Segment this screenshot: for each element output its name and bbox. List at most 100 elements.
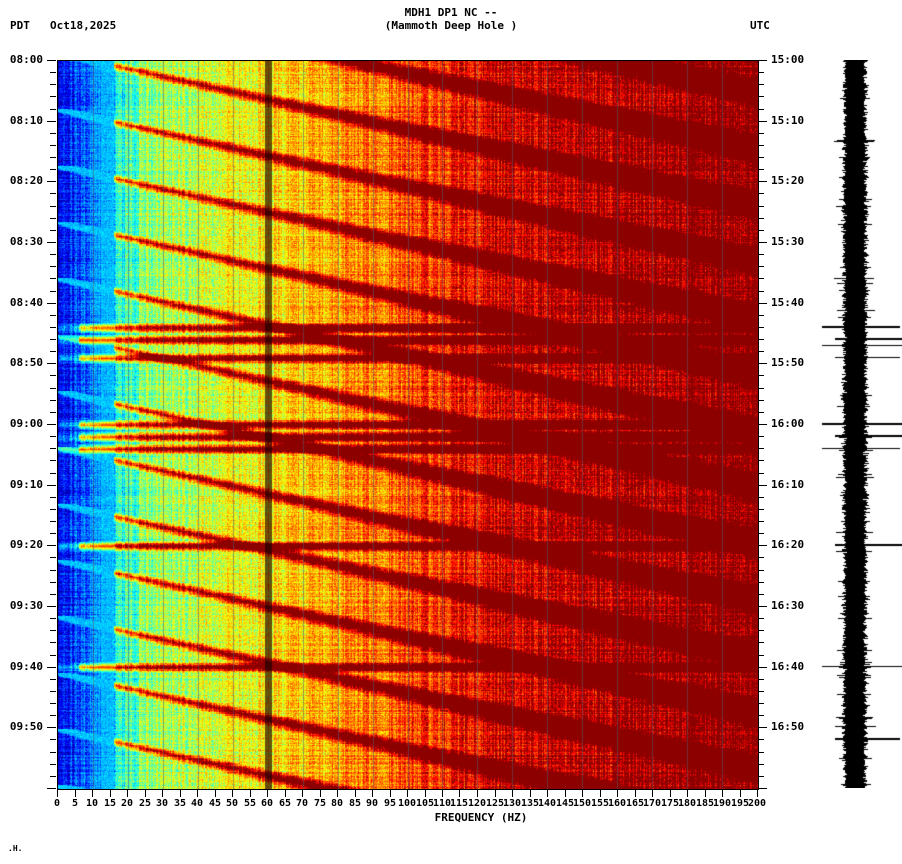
time-tick-minor (50, 764, 56, 765)
frequency-tick (285, 790, 286, 797)
time-tick-minor (758, 412, 764, 413)
frequency-tick (442, 790, 443, 797)
station-name-title: (Mammoth Deep Hole ) (384, 19, 518, 32)
time-tick-minor (50, 497, 56, 498)
time-tick-minor (50, 509, 56, 510)
time-tick-minor (50, 594, 56, 595)
left-time-label: 08:30 (9, 235, 43, 248)
time-tick-major (47, 181, 56, 182)
right-time-label: 15:00 (771, 53, 805, 66)
time-tick-minor (758, 570, 764, 571)
right-time-label: 15:20 (771, 174, 805, 187)
time-tick-major (758, 606, 767, 607)
frequency-tick (57, 790, 58, 797)
frequency-tick (477, 790, 478, 797)
spectrogram-plot-area[interactable] (57, 60, 759, 790)
time-tick-minor (758, 533, 764, 534)
frequency-label: 125 (485, 798, 505, 809)
frequency-tick (232, 790, 233, 797)
time-tick-minor (758, 400, 764, 401)
time-tick-minor (758, 339, 764, 340)
frequency-tick (722, 790, 723, 797)
frequency-label: 0 (53, 798, 61, 809)
time-tick-minor (758, 157, 764, 158)
time-tick-minor (758, 230, 764, 231)
frequency-tick (512, 790, 513, 797)
time-tick-minor (758, 618, 764, 619)
seismogram-strip[interactable] (820, 60, 902, 788)
frequency-label: 195 (730, 798, 750, 809)
time-tick-minor (50, 691, 56, 692)
time-tick-major (758, 485, 767, 486)
time-tick-minor (758, 315, 764, 316)
frequency-label: 15 (103, 798, 117, 809)
time-tick-minor (758, 521, 764, 522)
time-tick-major (758, 242, 767, 243)
frequency-label: 60 (260, 798, 274, 809)
right-time-label: 16:50 (771, 720, 805, 733)
time-tick-minor (758, 715, 764, 716)
frequency-label: 65 (278, 798, 292, 809)
time-tick-minor (758, 497, 764, 498)
frequency-label: 35 (173, 798, 187, 809)
frequency-label: 120 (467, 798, 487, 809)
frequency-tick (197, 790, 198, 797)
frequency-tick (320, 790, 321, 797)
frequency-tick (75, 790, 76, 797)
time-tick-minor (50, 375, 56, 376)
frequency-tick (617, 790, 618, 797)
time-tick-minor (758, 327, 764, 328)
frequency-tick (110, 790, 111, 797)
spectrogram-canvas[interactable] (58, 61, 758, 789)
time-tick-minor (50, 521, 56, 522)
frequency-label: 155 (590, 798, 610, 809)
time-tick-minor (50, 327, 56, 328)
time-tick-minor (758, 206, 764, 207)
time-tick-minor (758, 594, 764, 595)
left-time-label: 08:10 (9, 114, 43, 127)
time-tick-minor (50, 218, 56, 219)
frequency-label: 45 (208, 798, 222, 809)
time-tick-minor (758, 218, 764, 219)
time-tick-minor (50, 84, 56, 85)
frequency-label: 50 (225, 798, 239, 809)
frequency-axis-title: FREQUENCY (HZ) (434, 811, 528, 824)
local-timezone-label: PDT (10, 19, 30, 32)
frequency-tick (705, 790, 706, 797)
seismogram-canvas[interactable] (820, 60, 902, 788)
frequency-label: 75 (313, 798, 327, 809)
time-tick-major (47, 303, 56, 304)
time-tick-minor (50, 145, 56, 146)
frequency-tick (127, 790, 128, 797)
time-tick-minor (758, 557, 764, 558)
frequency-label: 115 (449, 798, 469, 809)
frequency-label: 10 (85, 798, 99, 809)
time-tick-minor (758, 145, 764, 146)
time-tick-major (47, 485, 56, 486)
frequency-label: 160 (607, 798, 627, 809)
time-tick-minor (758, 388, 764, 389)
time-tick-minor (50, 291, 56, 292)
frequency-tick (390, 790, 391, 797)
frequency-label: 130 (502, 798, 522, 809)
frequency-tick (162, 790, 163, 797)
frequency-tick (372, 790, 373, 797)
time-tick-minor (758, 460, 764, 461)
frequency-tick (267, 790, 268, 797)
time-tick-major (758, 667, 767, 668)
left-time-label: 09:00 (9, 417, 43, 430)
frequency-tick (355, 790, 356, 797)
time-tick-major (47, 667, 56, 668)
frequency-tick (600, 790, 601, 797)
time-tick-major (758, 545, 767, 546)
frequency-tick (687, 790, 688, 797)
time-tick-major (47, 242, 56, 243)
time-tick-minor (50, 109, 56, 110)
left-time-label: 09:40 (9, 660, 43, 673)
time-tick-minor (758, 642, 764, 643)
corner-mark: .H. (8, 844, 23, 853)
time-tick-minor (758, 291, 764, 292)
left-time-label: 09:30 (9, 599, 43, 612)
time-tick-minor (50, 339, 56, 340)
frequency-label: 135 (520, 798, 540, 809)
